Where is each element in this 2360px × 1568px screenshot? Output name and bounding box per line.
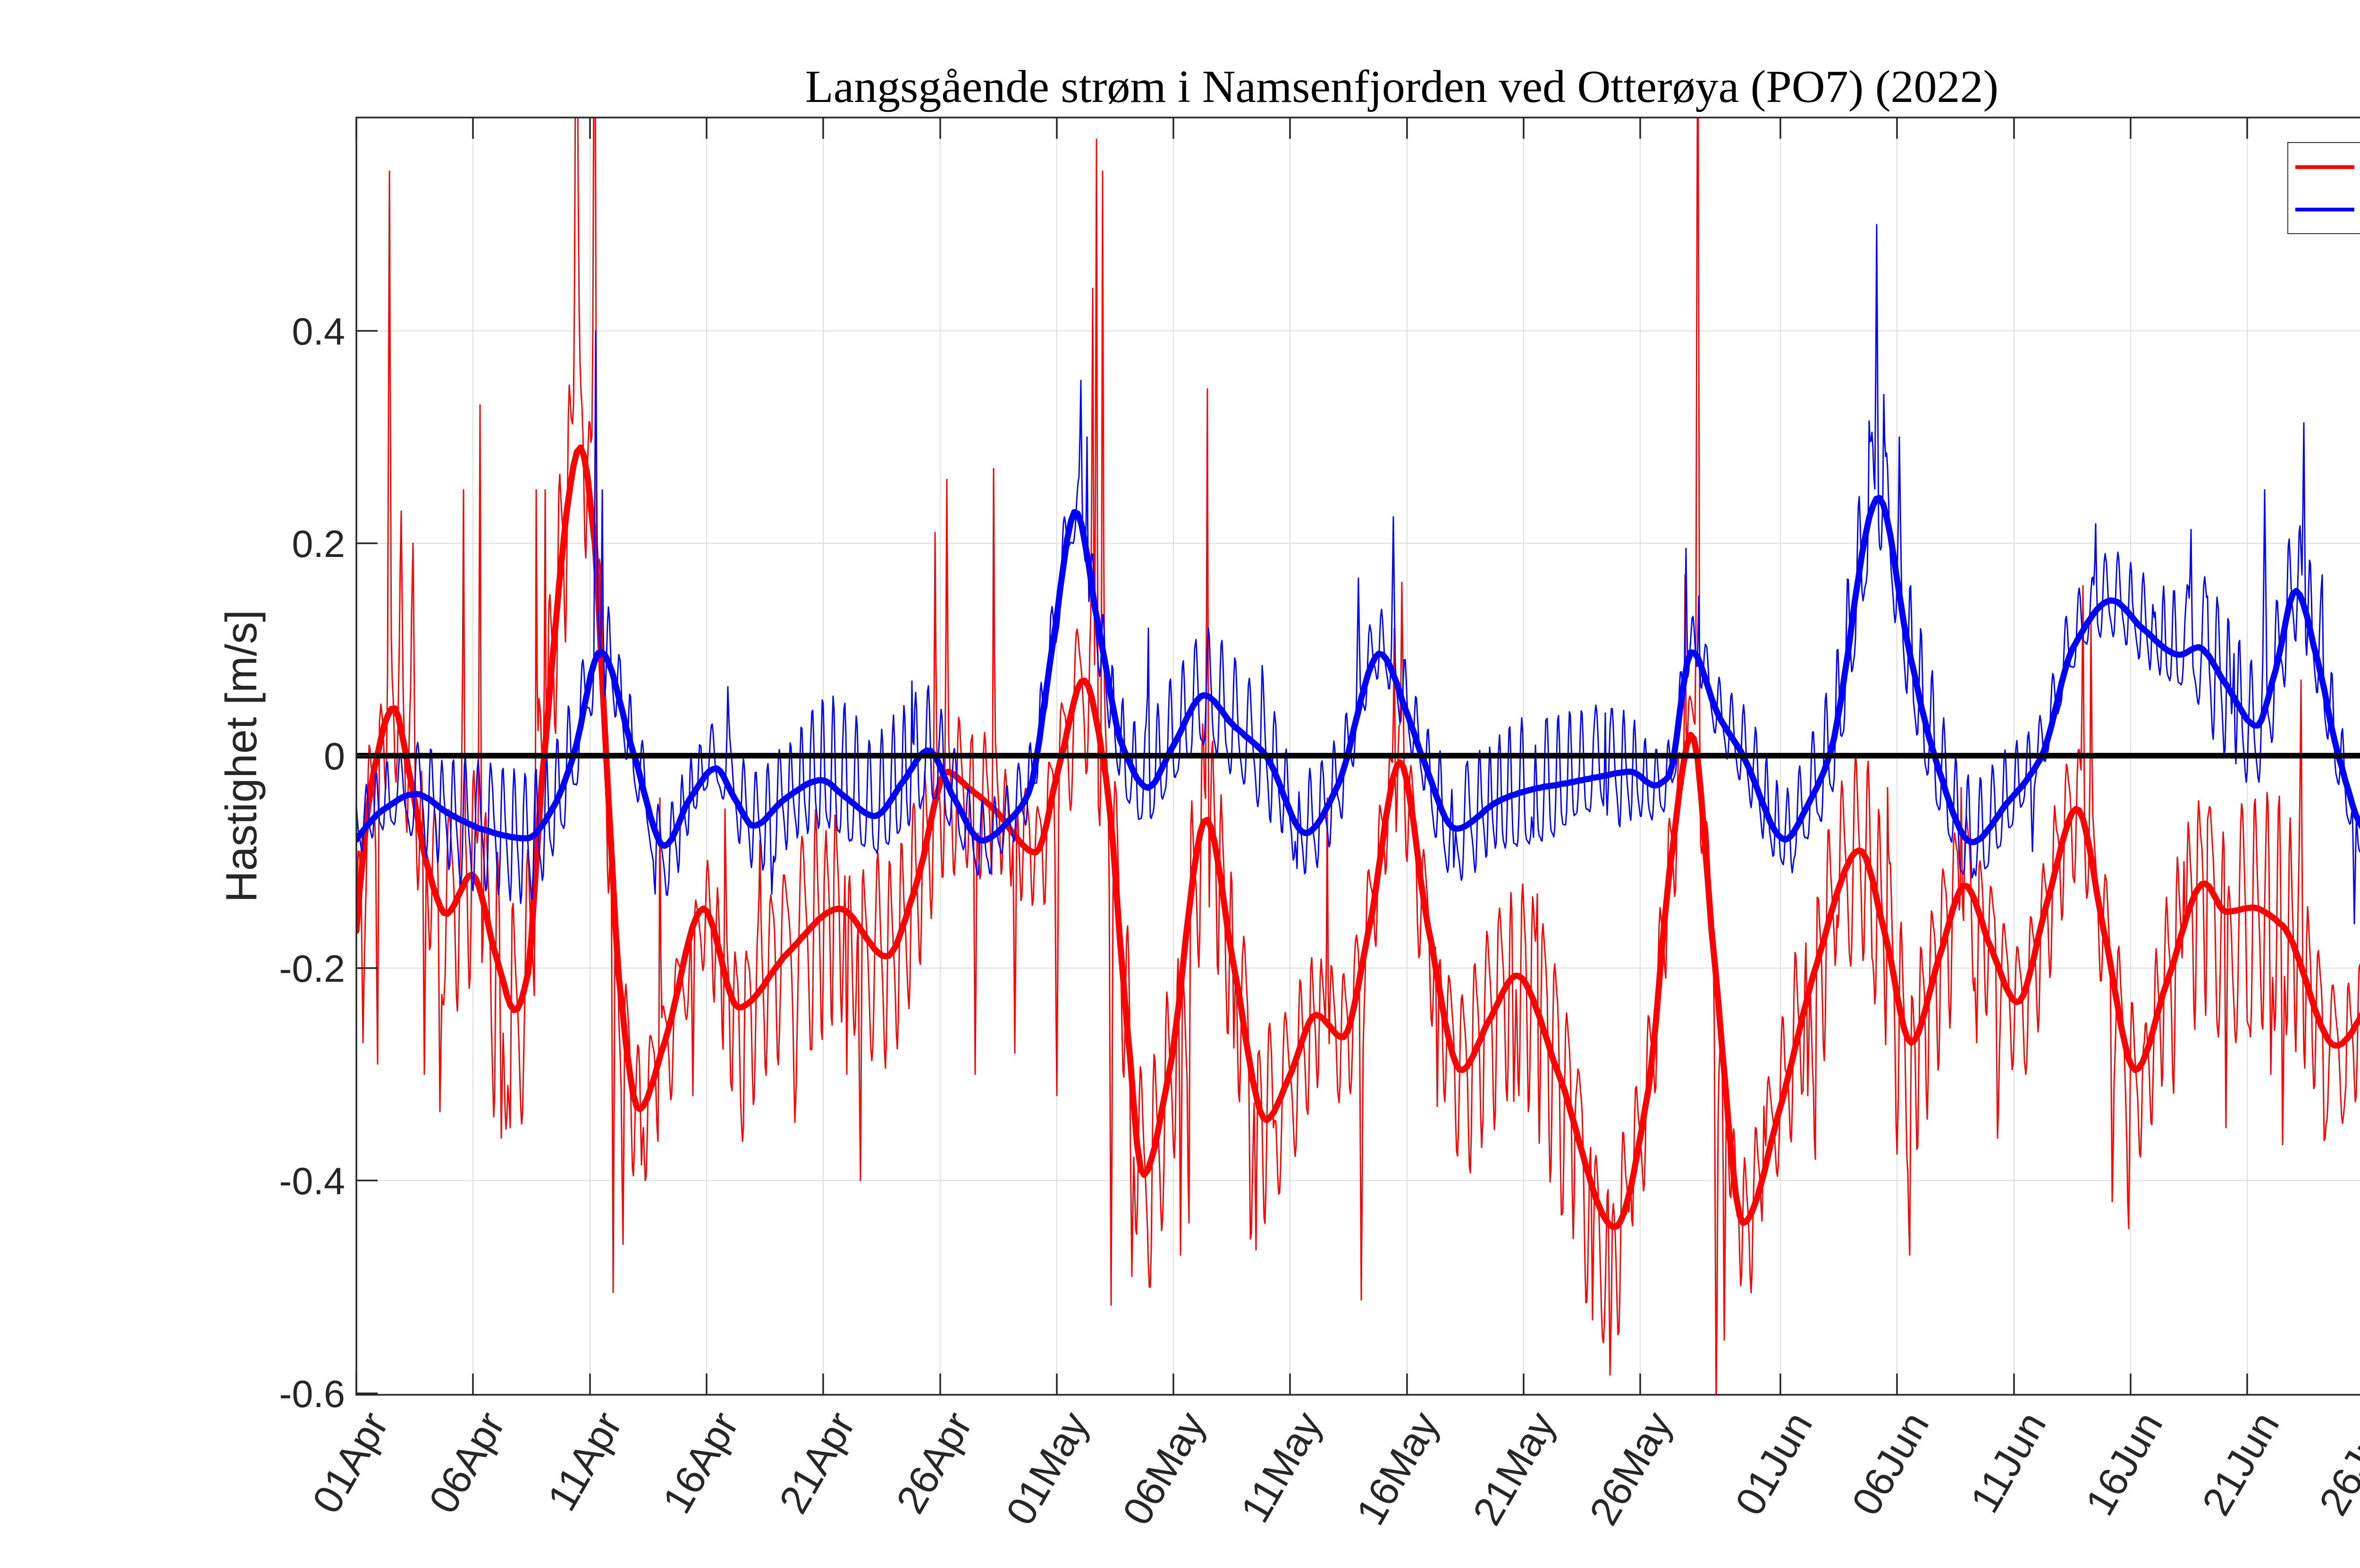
svg-text:10m: 10m xyxy=(2359,191,2360,231)
svg-text:-0.2: -0.2 xyxy=(279,948,345,990)
svg-text:0.2: 0.2 xyxy=(292,523,345,565)
svg-text:0: 0 xyxy=(324,735,345,778)
svg-text:Hastighet [m/s]: Hastighet [m/s] xyxy=(217,610,266,902)
svg-text:-0.4: -0.4 xyxy=(279,1160,345,1203)
svg-text:0.4: 0.4 xyxy=(292,311,345,353)
svg-text:1m: 1m xyxy=(2359,148,2360,188)
svg-text:-0.6: -0.6 xyxy=(279,1373,345,1416)
svg-text:Langsgående strøm i Namsenfjor: Langsgående strøm i Namsenfjorden ved Ot… xyxy=(805,61,1998,112)
